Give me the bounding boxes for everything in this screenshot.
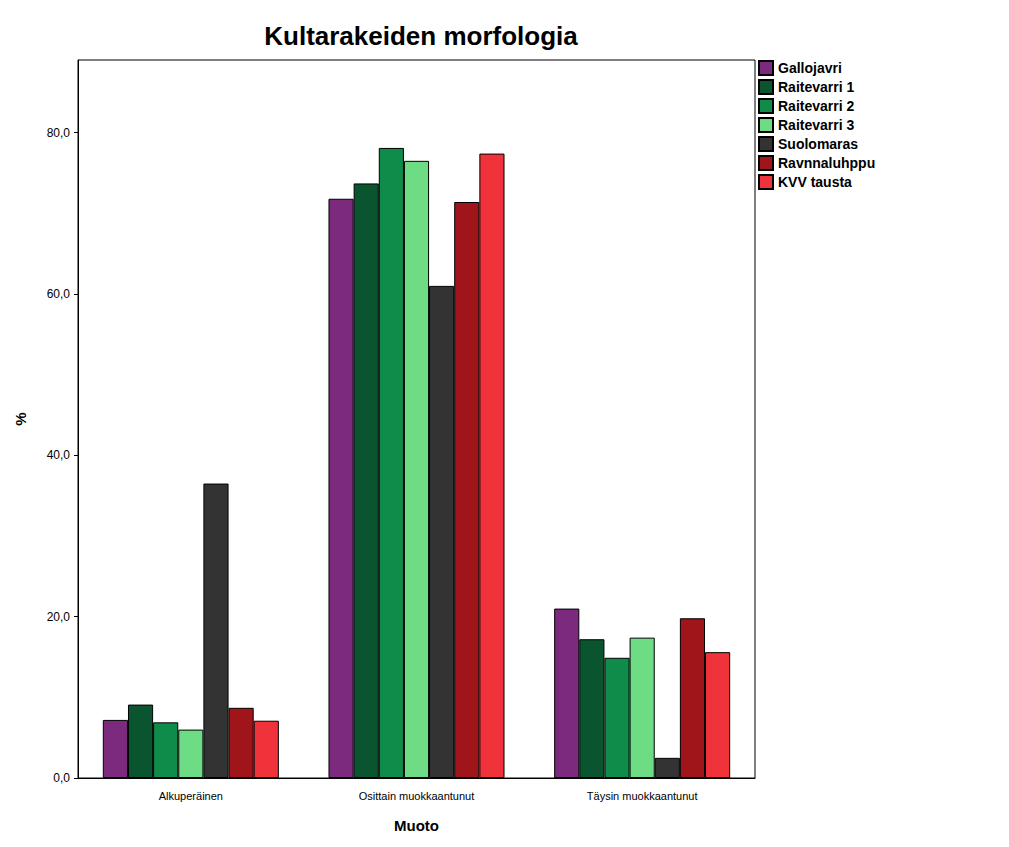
svg-text:80,0: 80,0	[47, 126, 71, 140]
svg-text:Raitevarri 1: Raitevarri 1	[778, 79, 854, 95]
svg-text:Osittain muokkaantunut: Osittain muokkaantunut	[359, 790, 475, 802]
svg-text:20,0: 20,0	[47, 610, 71, 624]
svg-text:0,0: 0,0	[53, 771, 70, 785]
svg-text:%: %	[12, 412, 29, 425]
svg-text:Alkuperäinen: Alkuperäinen	[159, 790, 223, 802]
svg-text:60,0: 60,0	[47, 287, 71, 301]
svg-text:Suolomaras: Suolomaras	[778, 136, 858, 152]
svg-text:Raitevarri 2: Raitevarri 2	[778, 98, 854, 114]
svg-text:Muoto: Muoto	[394, 817, 439, 834]
svg-text:Raitevarri 3: Raitevarri 3	[778, 117, 854, 133]
svg-text:Kultarakeiden morfologia: Kultarakeiden morfologia	[264, 21, 578, 51]
svg-text:40,0: 40,0	[47, 448, 71, 462]
svg-text:Ravnnaluhppu: Ravnnaluhppu	[778, 155, 875, 171]
svg-text:Täysin muokkaantunut: Täysin muokkaantunut	[587, 790, 698, 802]
svg-text:Gallojavri: Gallojavri	[778, 60, 842, 76]
svg-text:KVV tausta: KVV tausta	[778, 174, 852, 190]
